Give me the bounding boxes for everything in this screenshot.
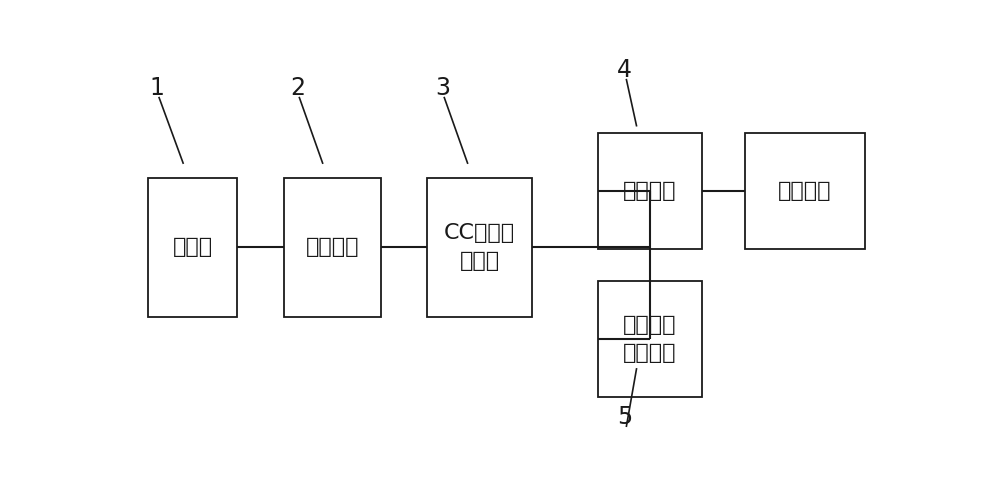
Text: 保护模块: 保护模块: [306, 237, 359, 257]
Bar: [148, 178, 237, 316]
Text: CC信号检
测模块: CC信号检 测模块: [444, 223, 515, 271]
Text: 充电枪: 充电枪: [173, 237, 213, 257]
Bar: [598, 133, 702, 249]
Bar: [284, 178, 381, 316]
Bar: [598, 281, 702, 397]
Text: 1: 1: [150, 76, 165, 100]
Text: 5: 5: [617, 405, 632, 429]
Text: 3: 3: [435, 76, 450, 100]
Text: 唤醒模块: 唤醒模块: [623, 181, 677, 201]
Text: 2: 2: [290, 76, 305, 100]
Text: 4: 4: [617, 58, 632, 82]
Text: 电容快速
放电模块: 电容快速 放电模块: [623, 315, 677, 363]
Text: 唤醒信号: 唤醒信号: [778, 181, 832, 201]
Bar: [427, 178, 532, 316]
Bar: [745, 133, 865, 249]
